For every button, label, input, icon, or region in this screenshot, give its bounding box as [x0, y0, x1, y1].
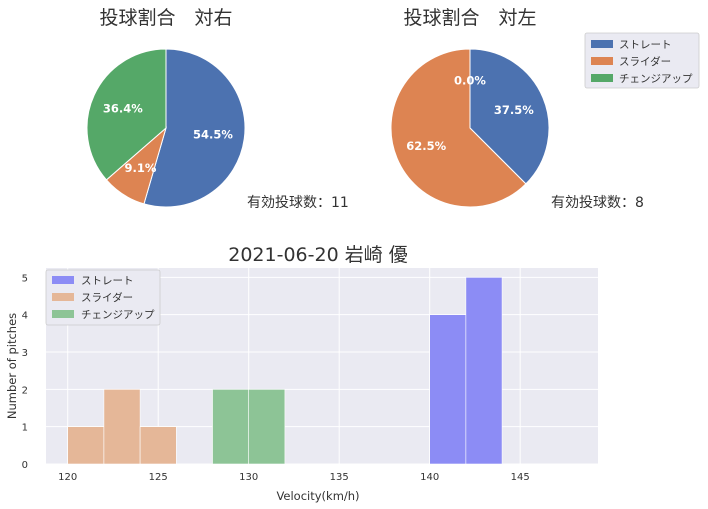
pie-legend-label-change: チェンジアップ	[619, 73, 693, 85]
histogram-bar-slider	[139, 426, 177, 465]
pie-legend-swatch-change	[591, 74, 613, 82]
pie-left-label-straight: 37.5%	[494, 103, 534, 117]
pie-chart-right: 投球割合 対右 54.5% 9.1% 36.4% 有効投球数：11	[86, 7, 349, 211]
histogram-title: 2021-06-20 岩崎 優	[228, 244, 408, 266]
pie-right-slice-straight	[143, 48, 246, 208]
histogram-bar-slider	[67, 426, 105, 465]
histogram-legend-label-slider: スライダー	[81, 291, 133, 304]
pie-legend-box	[584, 32, 700, 89]
histogram-legend-swatch-slider	[52, 293, 74, 301]
pie-left-slice-straight	[469, 48, 550, 185]
histogram-bar-straight	[465, 277, 503, 465]
y-tick-label: 1	[22, 423, 28, 434]
y-tick-label: 2	[22, 385, 28, 396]
histogram-xlabel: Velocity(km/h)	[276, 489, 359, 503]
pie-right-label-straight: 54.5%	[193, 128, 233, 142]
pie-legend-swatch-straight	[591, 40, 613, 48]
histogram-legend-swatch-change	[52, 310, 74, 318]
pie-legend-label-straight: ストレート	[619, 39, 672, 51]
pie-left-slice-slider	[390, 48, 527, 208]
pie-left-label-change: 0.0%	[454, 74, 486, 88]
histogram-legend-label-change: チェンジアップ	[81, 309, 155, 321]
y-tick-label: 5	[22, 273, 28, 284]
pie-left-annotation: 有効投球数：8	[551, 195, 644, 211]
x-tick-label: 120	[58, 472, 77, 483]
y-tick-label: 4	[22, 311, 28, 322]
pie-legend: ストレート スライダー チェンジアップ	[584, 32, 700, 89]
pie-right-label-change: 36.4%	[103, 101, 143, 115]
histogram-legend: ストレート スライダー チェンジアップ	[45, 269, 161, 326]
x-tick-label: 140	[420, 472, 439, 483]
histogram-ylabel: Number of pitches	[5, 313, 19, 419]
x-tick-label: 130	[239, 472, 258, 483]
x-tick-label: 125	[149, 472, 168, 483]
pie-right-title: 投球割合 対右	[99, 7, 232, 29]
histogram-bar-change	[212, 389, 250, 465]
pie-left-title: 投球割合 対左	[403, 7, 536, 29]
pie-legend-label-slider: スライダー	[619, 55, 671, 68]
pie-legend-swatch-slider	[591, 57, 613, 65]
histogram-bar-change	[248, 389, 286, 465]
pie-chart-left: 投球割合 対左 37.5% 62.5% 0.0% 有効投球数：8	[390, 7, 644, 211]
histogram-legend-box	[45, 269, 161, 326]
pie-right-annotation: 有効投球数：11	[247, 195, 349, 211]
histogram-legend-swatch-straight	[52, 276, 74, 284]
histogram-bar-slider	[103, 389, 141, 465]
pie-right-label-slider: 9.1%	[125, 161, 157, 175]
y-tick-label: 0	[22, 460, 28, 471]
x-tick-label: 135	[330, 472, 349, 483]
histogram-chart: 2021-06-20 岩崎 優 120 125 130 135 140 145 0 1 2 3 4 5…	[5, 244, 598, 503]
histogram-bar-straight	[429, 314, 467, 465]
histogram-legend-label-straight: ストレート	[81, 275, 134, 287]
pie-left-label-slider: 62.5%	[406, 139, 446, 153]
x-tick-label: 145	[511, 472, 530, 483]
y-tick-label: 3	[22, 348, 28, 359]
pie-right-slice-change	[86, 48, 167, 181]
